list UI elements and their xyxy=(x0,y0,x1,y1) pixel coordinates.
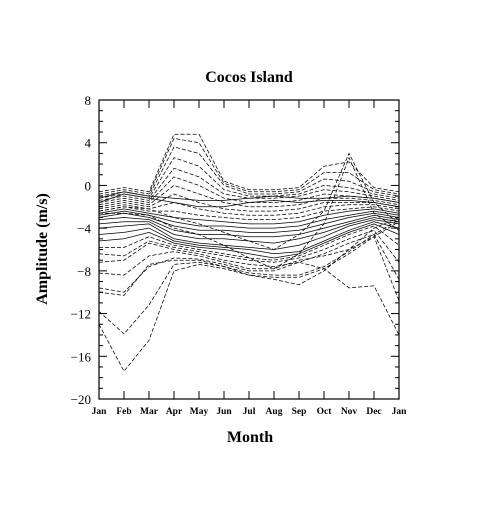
x-tick-label: May xyxy=(190,407,209,417)
series-line-4 xyxy=(98,257,400,336)
x-tick-label: Oct xyxy=(317,407,333,417)
y-axis-label: Amplitude (m/s) xyxy=(34,193,51,305)
series-line-1 xyxy=(98,221,400,372)
series-line-20 xyxy=(98,184,400,208)
series-line-27 xyxy=(98,191,400,203)
series-line-29 xyxy=(99,156,400,270)
series-line-2 xyxy=(98,219,400,335)
series-line-12 xyxy=(98,217,400,244)
x-tick-label: Sep xyxy=(292,407,307,417)
y-tick-label: 0 xyxy=(85,178,92,193)
series-line-25 xyxy=(98,137,400,195)
series-line-26 xyxy=(98,133,400,193)
x-tick-label: Jan xyxy=(92,407,108,417)
series-line-28 xyxy=(98,193,400,208)
x-tick-label: Apr xyxy=(166,407,183,417)
series-line-19 xyxy=(98,193,400,212)
series-line-10 xyxy=(98,221,400,255)
x-tick-label: Jul xyxy=(243,407,256,417)
y-tick-label: −16 xyxy=(71,349,92,364)
series-line-8 xyxy=(99,225,400,261)
y-tick-label: 4 xyxy=(85,136,92,151)
series-layer xyxy=(98,133,400,372)
y-tick-label: −8 xyxy=(77,264,91,279)
x-axis-label: Month xyxy=(227,429,273,446)
series-line-6 xyxy=(98,234,400,280)
series-line-14 xyxy=(98,212,400,233)
x-tick-label: Aug xyxy=(266,407,283,417)
x-tick-label: Feb xyxy=(116,407,131,417)
y-tick-label: 8 xyxy=(85,93,92,108)
series-line-17 xyxy=(98,206,400,220)
series-line-22 xyxy=(98,167,400,201)
series-line-16 xyxy=(98,208,400,225)
series-line-13 xyxy=(98,214,400,238)
x-tick-label: Dec xyxy=(366,407,381,417)
y-tick-label: −4 xyxy=(77,221,91,236)
y-tick-label: −12 xyxy=(71,307,91,322)
series-line-9 xyxy=(98,223,400,259)
series-line-7 xyxy=(98,229,400,263)
series-line-11 xyxy=(98,219,400,250)
chart-title: Cocos Island xyxy=(205,69,293,86)
x-tick-label: Mar xyxy=(140,407,159,417)
series-line-5 xyxy=(98,236,400,301)
x-tick-label: Jan xyxy=(392,407,408,417)
y-tick-label: −20 xyxy=(71,392,91,407)
x-tick-label: Jun xyxy=(216,407,232,417)
series-line-30 xyxy=(98,152,400,250)
x-tick-label: Nov xyxy=(341,407,358,417)
